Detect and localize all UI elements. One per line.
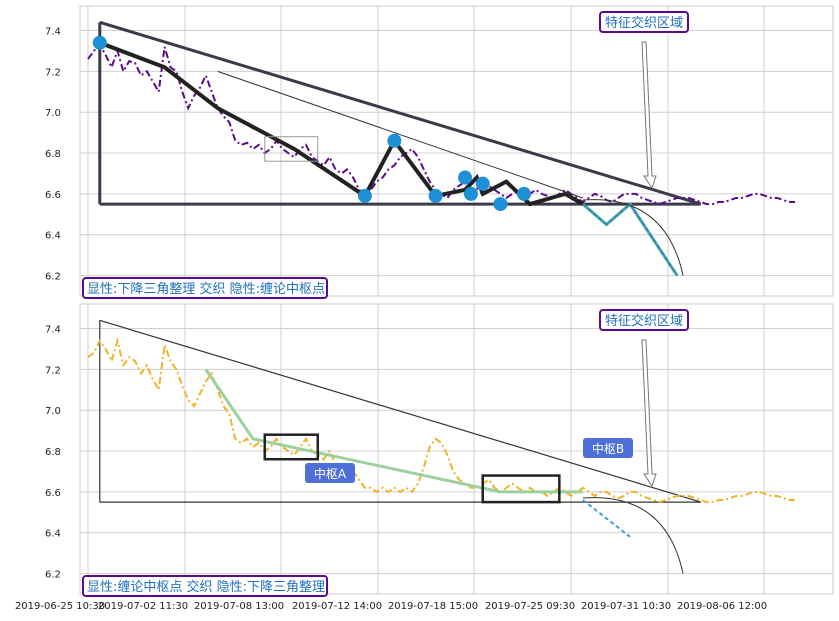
bottom-panel: 7.4 7.2 7.0 6.8 6.6 6.4 6.2 中枢A 中枢B 特征交织区域显性:缠论中枢… bbox=[45, 303, 834, 597]
x-tick-label: 2019-07-31 10:30 bbox=[581, 601, 671, 612]
x-tick-label: 2019-07-08 13:00 bbox=[194, 601, 284, 612]
y-tick-label: 7.2 bbox=[45, 365, 61, 376]
triangle-upper-line bbox=[99, 20, 702, 206]
y-tick-label: 6.6 bbox=[45, 488, 61, 499]
x-tick-label: 2019-07-12 14:00 bbox=[292, 601, 382, 612]
x-tick-label: 2019-07-25 09:30 bbox=[485, 601, 575, 612]
legend-text: 显性:缠论中枢点 交织 隐性:下降三角整理 bbox=[87, 579, 325, 595]
feature-annotation-box bbox=[599, 11, 689, 33]
projection-arc bbox=[582, 199, 684, 276]
y-tick-label: 6.8 bbox=[45, 149, 61, 160]
y-tick-label: 7.4 bbox=[45, 325, 61, 336]
zhongshu-a-callout bbox=[305, 463, 355, 483]
triangle-upper-line bbox=[99, 319, 701, 503]
y-tick-label: 7.0 bbox=[45, 406, 61, 417]
feature-annotation-box bbox=[599, 309, 689, 331]
legend-box bbox=[82, 277, 328, 299]
trend-band bbox=[204, 368, 583, 494]
pivot-marker bbox=[428, 188, 443, 203]
plot-area bbox=[79, 303, 834, 595]
zhongshu-b-label: 中枢B bbox=[592, 441, 624, 456]
price-series bbox=[87, 336, 795, 504]
legend-box bbox=[82, 575, 328, 597]
x-tick-label: 2019-08-06 12:00 bbox=[677, 601, 767, 612]
pivot-marker bbox=[475, 176, 490, 191]
y-tick-label: 7.4 bbox=[45, 27, 61, 38]
zhongshu-a-label: 中枢A bbox=[314, 466, 347, 481]
pivot-marker bbox=[493, 197, 508, 212]
x-tick-label: 2019-07-18 15:00 bbox=[388, 601, 478, 612]
zhongshu-a-box bbox=[263, 433, 320, 461]
zhongshu-b-callout bbox=[583, 438, 633, 458]
y-tick-label: 7.2 bbox=[45, 67, 61, 78]
x-tick-label: 2019-06-25 10:30 bbox=[15, 601, 105, 612]
y-tick-label: 6.4 bbox=[45, 529, 61, 540]
y-tick-label: 6.2 bbox=[45, 272, 61, 283]
pivot-marker bbox=[463, 186, 478, 201]
pivot-marker bbox=[357, 188, 372, 203]
y-tick-label: 6.6 bbox=[45, 190, 61, 201]
feature-annotation-text: 特征交织区域 bbox=[605, 15, 683, 31]
annotation-arrow bbox=[641, 339, 657, 488]
feature-annotation-text: 特征交织区域 bbox=[605, 313, 683, 329]
projection-arc bbox=[582, 497, 684, 574]
annotation-arrow bbox=[641, 41, 657, 190]
small-zhongshu-box bbox=[264, 136, 319, 162]
y-tick-label: 7.0 bbox=[45, 108, 61, 119]
y-tick-label: 6.8 bbox=[45, 447, 61, 458]
y-tick-label: 6.2 bbox=[45, 570, 61, 581]
projection-path bbox=[582, 499, 631, 538]
pivot-marker bbox=[516, 186, 531, 201]
pivot-marker bbox=[387, 133, 402, 148]
y-tick-label: 6.4 bbox=[45, 231, 61, 242]
pivot-marker bbox=[92, 35, 107, 50]
price-series bbox=[87, 43, 795, 206]
projection-path-dashed bbox=[582, 202, 678, 276]
pivot-marker bbox=[458, 170, 473, 185]
x-tick-label: 2019-07-02 11:30 bbox=[98, 601, 188, 612]
zhongshu-b-box bbox=[481, 474, 561, 504]
legend-text: 显性:下降三角整理 交织 隐性:缠论中枢点 bbox=[87, 281, 325, 297]
thin-trend-line bbox=[217, 70, 584, 199]
